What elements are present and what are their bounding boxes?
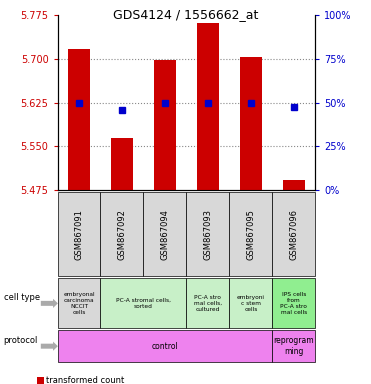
Text: PC-A stromal cells,
sorted: PC-A stromal cells, sorted	[116, 298, 171, 309]
Text: GSM867096: GSM867096	[289, 209, 298, 260]
Text: GSM867092: GSM867092	[118, 209, 127, 260]
Bar	[283, 180, 305, 190]
Text: transformed count: transformed count	[46, 376, 125, 384]
Bar	[68, 48, 90, 190]
Text: PC-A stro
mal cells,
cultured: PC-A stro mal cells, cultured	[194, 295, 222, 312]
Text: GSM867091: GSM867091	[75, 209, 83, 260]
Text: GSM867093: GSM867093	[203, 209, 213, 260]
Text: GSM867094: GSM867094	[160, 209, 170, 260]
Text: control: control	[152, 342, 178, 351]
Text: reprogram
ming: reprogram ming	[273, 336, 314, 356]
Bar	[197, 23, 219, 190]
Bar	[154, 60, 176, 190]
Bar	[111, 138, 133, 190]
Text: GSM867095: GSM867095	[246, 209, 255, 260]
Text: IPS cells
from
PC-A stro
mal cells: IPS cells from PC-A stro mal cells	[280, 292, 307, 314]
Text: embryonal
carcinoma
NCCIT
cells: embryonal carcinoma NCCIT cells	[63, 292, 95, 314]
Text: cell type: cell type	[4, 293, 40, 302]
Bar	[240, 57, 262, 190]
Text: GDS4124 / 1556662_at: GDS4124 / 1556662_at	[113, 8, 258, 22]
Text: embryoni
c stem
cells: embryoni c stem cells	[237, 295, 265, 312]
Text: protocol: protocol	[4, 336, 38, 345]
